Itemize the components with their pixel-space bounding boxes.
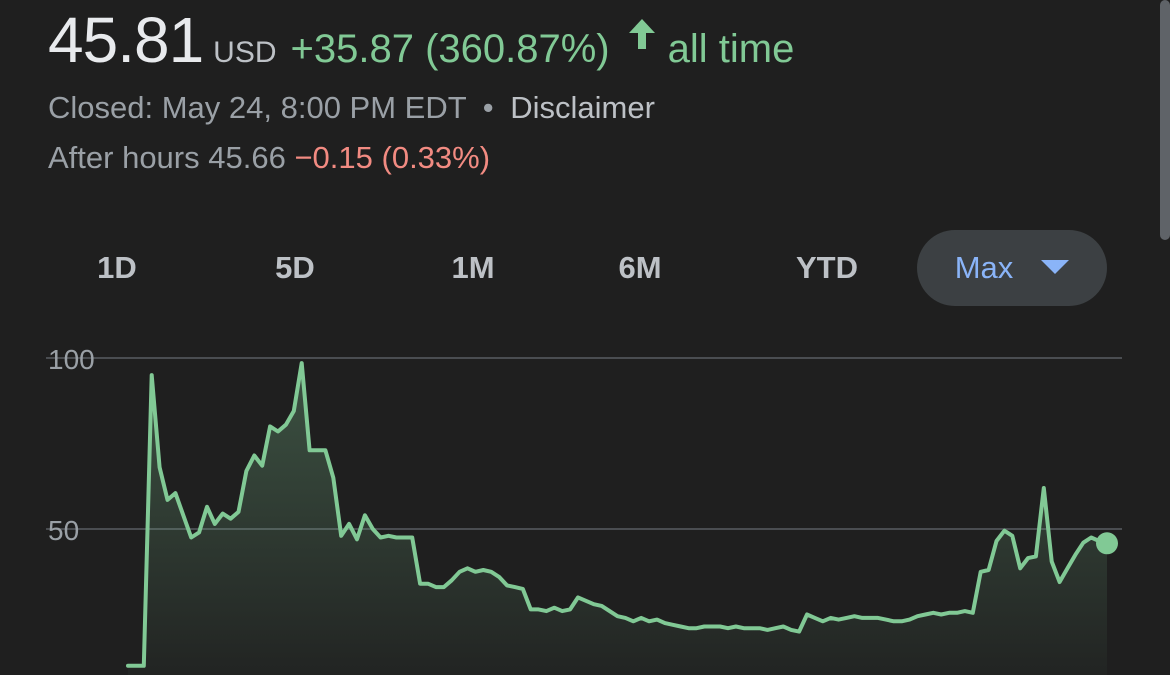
closed-status: Closed: May 24, 8:00 PM EDT	[48, 90, 467, 125]
tab-5d[interactable]: 5D	[240, 230, 350, 306]
scrollbar[interactable]	[1160, 0, 1170, 240]
market-status: Closed: May 24, 8:00 PM EDT • Disclaimer	[48, 90, 655, 126]
range-tabs: 1D 5D 1M 6M YTD Max	[0, 230, 1170, 306]
separator-dot: •	[482, 90, 494, 125]
tab-label: Max	[954, 250, 1014, 285]
change-period: all time	[667, 27, 795, 71]
tab-6m[interactable]: 6M	[585, 230, 695, 306]
tab-1m[interactable]: 1M	[418, 230, 528, 306]
chevron-down-icon	[1041, 259, 1070, 274]
tab-max[interactable]: Max	[917, 230, 1107, 306]
tab-label: 1M	[451, 250, 495, 285]
tab-label: YTD	[796, 250, 858, 285]
tab-label: 1D	[97, 250, 137, 285]
current-price: 45.81	[48, 4, 204, 76]
price-change: +35.87 (360.87%)	[290, 27, 610, 71]
price-chart: 100 50	[46, 344, 1122, 675]
currency-label: USD	[213, 36, 277, 69]
tab-1d[interactable]: 1D	[62, 230, 172, 306]
tab-label: 6M	[618, 250, 662, 285]
tab-ytd[interactable]: YTD	[768, 230, 886, 306]
after-hours: After hours 45.66 −0.15 (0.33%)	[48, 140, 490, 176]
after-hours-price: After hours 45.66	[48, 140, 286, 175]
price-area	[128, 363, 1107, 675]
price-line	[126, 361, 1109, 668]
price-header: 45.81 USD +35.87 (360.87%) all time	[48, 0, 794, 80]
arrow-up-icon	[628, 19, 655, 49]
tab-label: 5D	[275, 250, 315, 285]
y-tick-100: 100	[48, 344, 95, 375]
after-hours-change: −0.15 (0.33%)	[294, 140, 491, 175]
last-price-marker	[1096, 532, 1118, 555]
disclaimer-link[interactable]: Disclaimer	[510, 90, 655, 125]
y-tick-50: 50	[48, 515, 79, 546]
